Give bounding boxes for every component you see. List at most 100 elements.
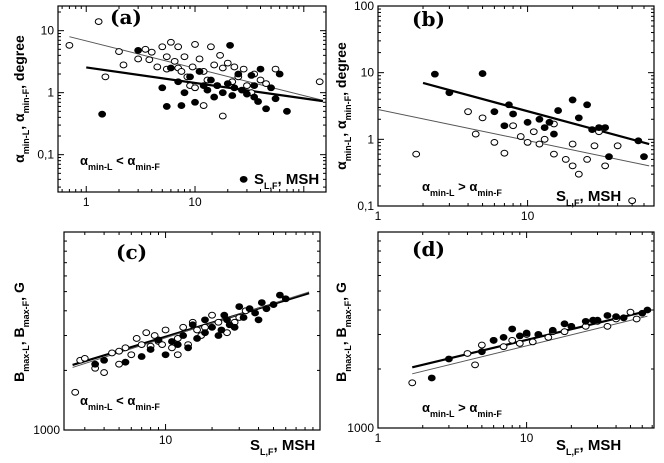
data-point-filled [515,332,524,340]
x-tick-label: 1 [375,209,382,223]
data-point-open [239,65,248,73]
data-point-filled [177,102,186,109]
data-point-filled [254,98,262,105]
data-point-filled [267,84,275,92]
data-point-open [142,329,151,337]
data-point-open [208,311,216,319]
data-point-filled [146,346,155,353]
data-point-filled [217,326,226,334]
data-point-filled [250,82,259,90]
data-point-open [632,315,641,323]
data-point-filled [603,312,612,319]
y-tick-label: 100 [354,0,374,13]
y-axis-label: Bmax-L, Bmax-F, G [11,282,31,382]
data-point-filled [545,118,554,126]
condition-annotation: αmin-L < αmin-F [80,153,160,172]
x-tick-label: 10 [521,209,535,223]
fit-line [377,109,650,167]
data-point-filled [134,47,143,54]
data-point-filled [154,336,163,344]
data-point-filled [554,107,563,114]
data-point-open [216,51,224,59]
data-point-open [464,108,472,116]
data-point-filled [634,137,643,145]
data-point-filled [239,175,248,183]
y-tick-label: 10 [41,24,55,38]
data-point-filled [238,86,246,94]
data-point-filled [283,107,291,115]
x-tick-label: 10 [159,433,173,447]
data-point-open [516,133,525,140]
data-point-filled [137,353,146,360]
data-point-open [210,61,219,69]
data-point-filled [239,314,248,321]
data-point-filled [230,84,239,92]
data-point-open [412,150,421,158]
y-tick-label: 1 [47,86,54,100]
data-point-open [174,43,183,51]
data-point-filled [195,68,204,75]
data-point-filled [213,82,222,90]
data-point-filled [168,338,176,345]
panel-d: 1 10 1000 (d) αmin-L > αmin-F SL,F, MSH Bmax-L… [333,231,655,457]
data-point-open [145,56,154,64]
data-point-filled [430,70,439,78]
data-point-filled [184,344,193,352]
data-point-open [166,38,175,46]
data-point-filled [186,73,194,81]
data-point-open [560,328,569,336]
data-point-open [132,335,141,342]
data-point-filled [534,331,543,338]
data-point-filled [191,98,199,106]
data-point-filled [158,84,167,92]
data-point-open [568,140,577,148]
data-point-filled [601,124,610,131]
data-point-filled [499,333,508,341]
data-point-filled [247,71,256,79]
y-tick-label: 10 [361,66,375,80]
data-point-open [177,68,186,75]
data-point-open [613,142,622,150]
data-point-open [168,344,176,352]
data-point-filled [548,326,557,334]
data-point-open [508,336,517,344]
data-point-open [550,150,558,158]
data-point-open [193,326,201,334]
data-point-open [161,326,170,334]
data-point-filled [275,70,284,78]
data-point-open [568,162,577,170]
data-point-filled [235,303,244,310]
data-point-filled [256,65,265,73]
data-point-open [127,351,136,359]
data-point-open [271,65,280,73]
data-point-open [490,138,499,146]
data-point-filled [504,101,513,109]
data-point-filled [489,336,498,344]
y-tick-label: 0,1 [357,199,374,213]
data-point-filled [593,316,602,324]
data-point-open [529,128,538,136]
data-point-filled [262,305,271,313]
y-tick-label: 1000 [347,421,374,435]
data-point-filled [477,348,486,356]
plot-frame [377,231,655,429]
data-point-open [256,76,265,84]
data-point-open [179,323,188,331]
data-point-filled [243,90,251,98]
y-tick-label: 1000 [33,423,60,437]
y-tick-label: 0,1 [37,148,54,162]
data-point-filled [218,89,227,97]
data-point-filled [262,105,270,113]
data-point-filled [535,115,544,123]
fit-line [422,81,650,146]
x-axis-label: SL,F, MSH [556,437,621,457]
data-point-open [158,43,167,51]
data-point-filled [269,301,278,308]
data-point-open [601,162,610,170]
data-point-filled [208,323,216,331]
data-point-filled [174,78,183,86]
data-point-filled [500,122,509,130]
y-axis-label: αmin-L, αmin-F, degree [11,35,31,163]
